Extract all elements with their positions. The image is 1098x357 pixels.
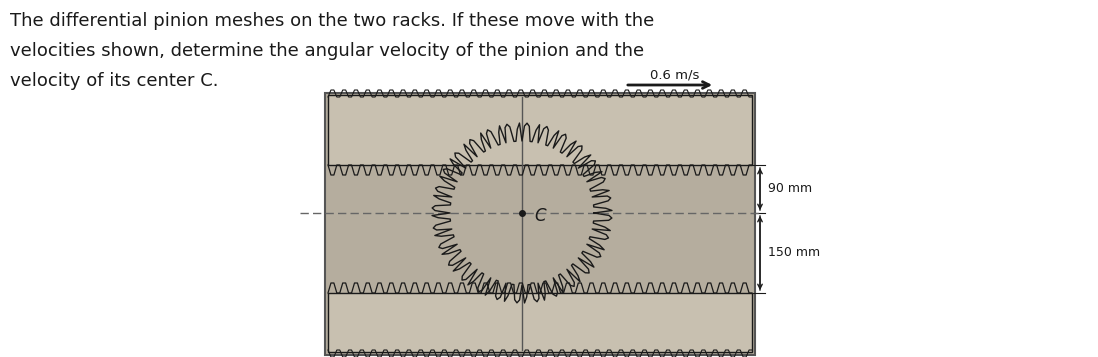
Text: C: C — [534, 207, 546, 225]
Bar — [325, 93, 755, 355]
Bar — [328, 95, 752, 165]
Bar — [328, 293, 752, 352]
Text: 150 mm: 150 mm — [768, 246, 820, 260]
Text: The differential pinion meshes on the two racks. If these move with the: The differential pinion meshes on the tw… — [10, 12, 654, 30]
Text: velocity of its center C.: velocity of its center C. — [10, 72, 219, 90]
Text: 0.6 m/s: 0.6 m/s — [650, 68, 699, 81]
Text: 90 mm: 90 mm — [768, 182, 813, 196]
Text: velocities shown, determine the angular velocity of the pinion and the: velocities shown, determine the angular … — [10, 42, 645, 60]
